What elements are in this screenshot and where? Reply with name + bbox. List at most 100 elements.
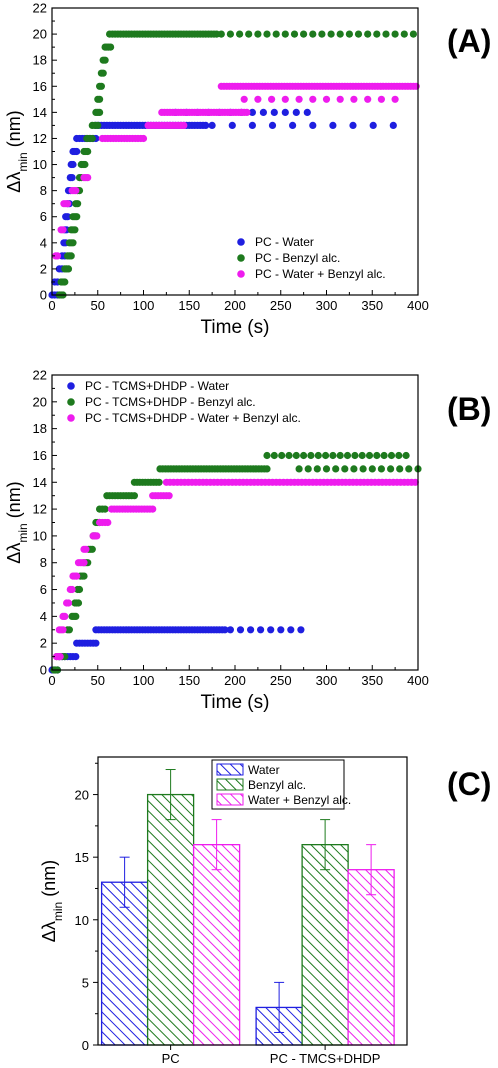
legend-marker <box>237 238 245 246</box>
y-tick-label: 0 <box>82 1038 89 1053</box>
data-point <box>402 451 410 460</box>
data-point <box>268 95 276 103</box>
bar <box>146 793 195 1046</box>
legend-label: Water + Benzyl alc. <box>248 793 351 807</box>
data-point <box>364 95 372 103</box>
y-tick-label: 10 <box>33 528 47 543</box>
data-point <box>329 451 337 460</box>
data-point <box>75 585 84 594</box>
data-point <box>382 30 390 38</box>
legend-label: PC - TCMS+DHDP - Water + Benzyl alc. <box>85 411 301 425</box>
y-axis-title: Δλmin (nm) <box>4 481 30 563</box>
data-point <box>322 95 331 103</box>
data-point <box>365 451 374 460</box>
data-point <box>336 451 344 460</box>
data-point <box>88 545 96 553</box>
legend-label: PC - TCMS+DHDP - Benzyl alc. <box>85 395 256 409</box>
data-point <box>240 95 248 103</box>
bar <box>192 844 241 1046</box>
y-tick-label: 18 <box>33 421 47 436</box>
data-point <box>289 121 297 129</box>
data-point <box>409 30 417 38</box>
data-point <box>304 465 312 473</box>
data-point <box>287 626 295 634</box>
y-tick-label: 16 <box>33 79 47 94</box>
data-point <box>68 585 76 594</box>
y-tick-label: 8 <box>40 555 47 570</box>
data-point <box>93 532 101 540</box>
y-tick-label: 18 <box>33 53 47 68</box>
data-point <box>217 30 225 38</box>
data-point <box>377 95 385 103</box>
data-point <box>64 213 72 221</box>
data-point <box>74 200 82 208</box>
data-point <box>73 213 81 221</box>
data-point <box>107 43 115 51</box>
data-point <box>387 451 396 460</box>
data-point <box>72 187 80 195</box>
data-point <box>313 465 321 473</box>
x-axis-title: Time (s) <box>201 317 270 338</box>
x-tick-label: 350 <box>361 673 383 688</box>
panel-label: (B) <box>447 391 491 427</box>
data-point <box>254 95 262 103</box>
y-tick-label: 8 <box>40 183 47 198</box>
data-point <box>277 626 285 634</box>
data-point <box>341 465 349 473</box>
data-point <box>65 626 73 634</box>
legend-label: Water <box>248 763 280 777</box>
y-tick-label: 22 <box>33 1 47 16</box>
data-point <box>300 30 308 38</box>
x-tick-label: 250 <box>270 298 292 313</box>
data-point <box>84 174 92 182</box>
data-point <box>59 226 67 234</box>
data-point <box>309 121 317 129</box>
bar <box>347 869 395 1046</box>
x-category-label: PC - TMCS+DHDP <box>270 1051 381 1066</box>
data-point <box>387 465 395 473</box>
data-point <box>236 626 245 634</box>
data-point <box>67 252 75 260</box>
y-tick-label: 20 <box>33 394 47 409</box>
data-point <box>59 626 67 634</box>
data-point <box>322 451 330 460</box>
y-tick-label: 10 <box>75 913 89 928</box>
data-point <box>292 451 300 460</box>
y-tick-label: 0 <box>40 288 47 303</box>
legend-label: PC - Water <box>255 235 314 249</box>
data-point <box>180 121 188 129</box>
data-point <box>373 451 381 460</box>
x-tick-label: 200 <box>224 673 246 688</box>
x-tick-label: 300 <box>316 298 338 313</box>
series-1 <box>48 626 305 674</box>
data-point <box>165 492 173 500</box>
data-point <box>94 121 102 129</box>
data-point <box>208 121 216 129</box>
data-point <box>69 239 77 247</box>
data-point <box>73 147 81 156</box>
legend-swatch <box>216 778 244 791</box>
data-point <box>303 108 311 116</box>
data-point <box>343 451 352 460</box>
y-tick-label: 6 <box>40 582 47 597</box>
data-point <box>358 451 366 460</box>
data-point <box>81 160 89 169</box>
data-point <box>369 121 377 129</box>
data-point <box>243 108 251 116</box>
data-point <box>364 30 372 38</box>
x-tick-label: 200 <box>224 298 246 313</box>
data-point <box>101 505 109 513</box>
data-point <box>267 626 275 634</box>
data-point <box>226 30 234 38</box>
data-point <box>149 505 157 513</box>
data-point <box>73 572 81 580</box>
data-point <box>345 30 353 38</box>
data-point <box>263 465 271 473</box>
data-point <box>104 518 112 527</box>
x-tick-label: 400 <box>407 673 429 688</box>
data-point <box>259 108 267 116</box>
data-point <box>254 30 262 38</box>
y-tick-label: 10 <box>33 157 47 172</box>
data-point <box>139 134 148 143</box>
